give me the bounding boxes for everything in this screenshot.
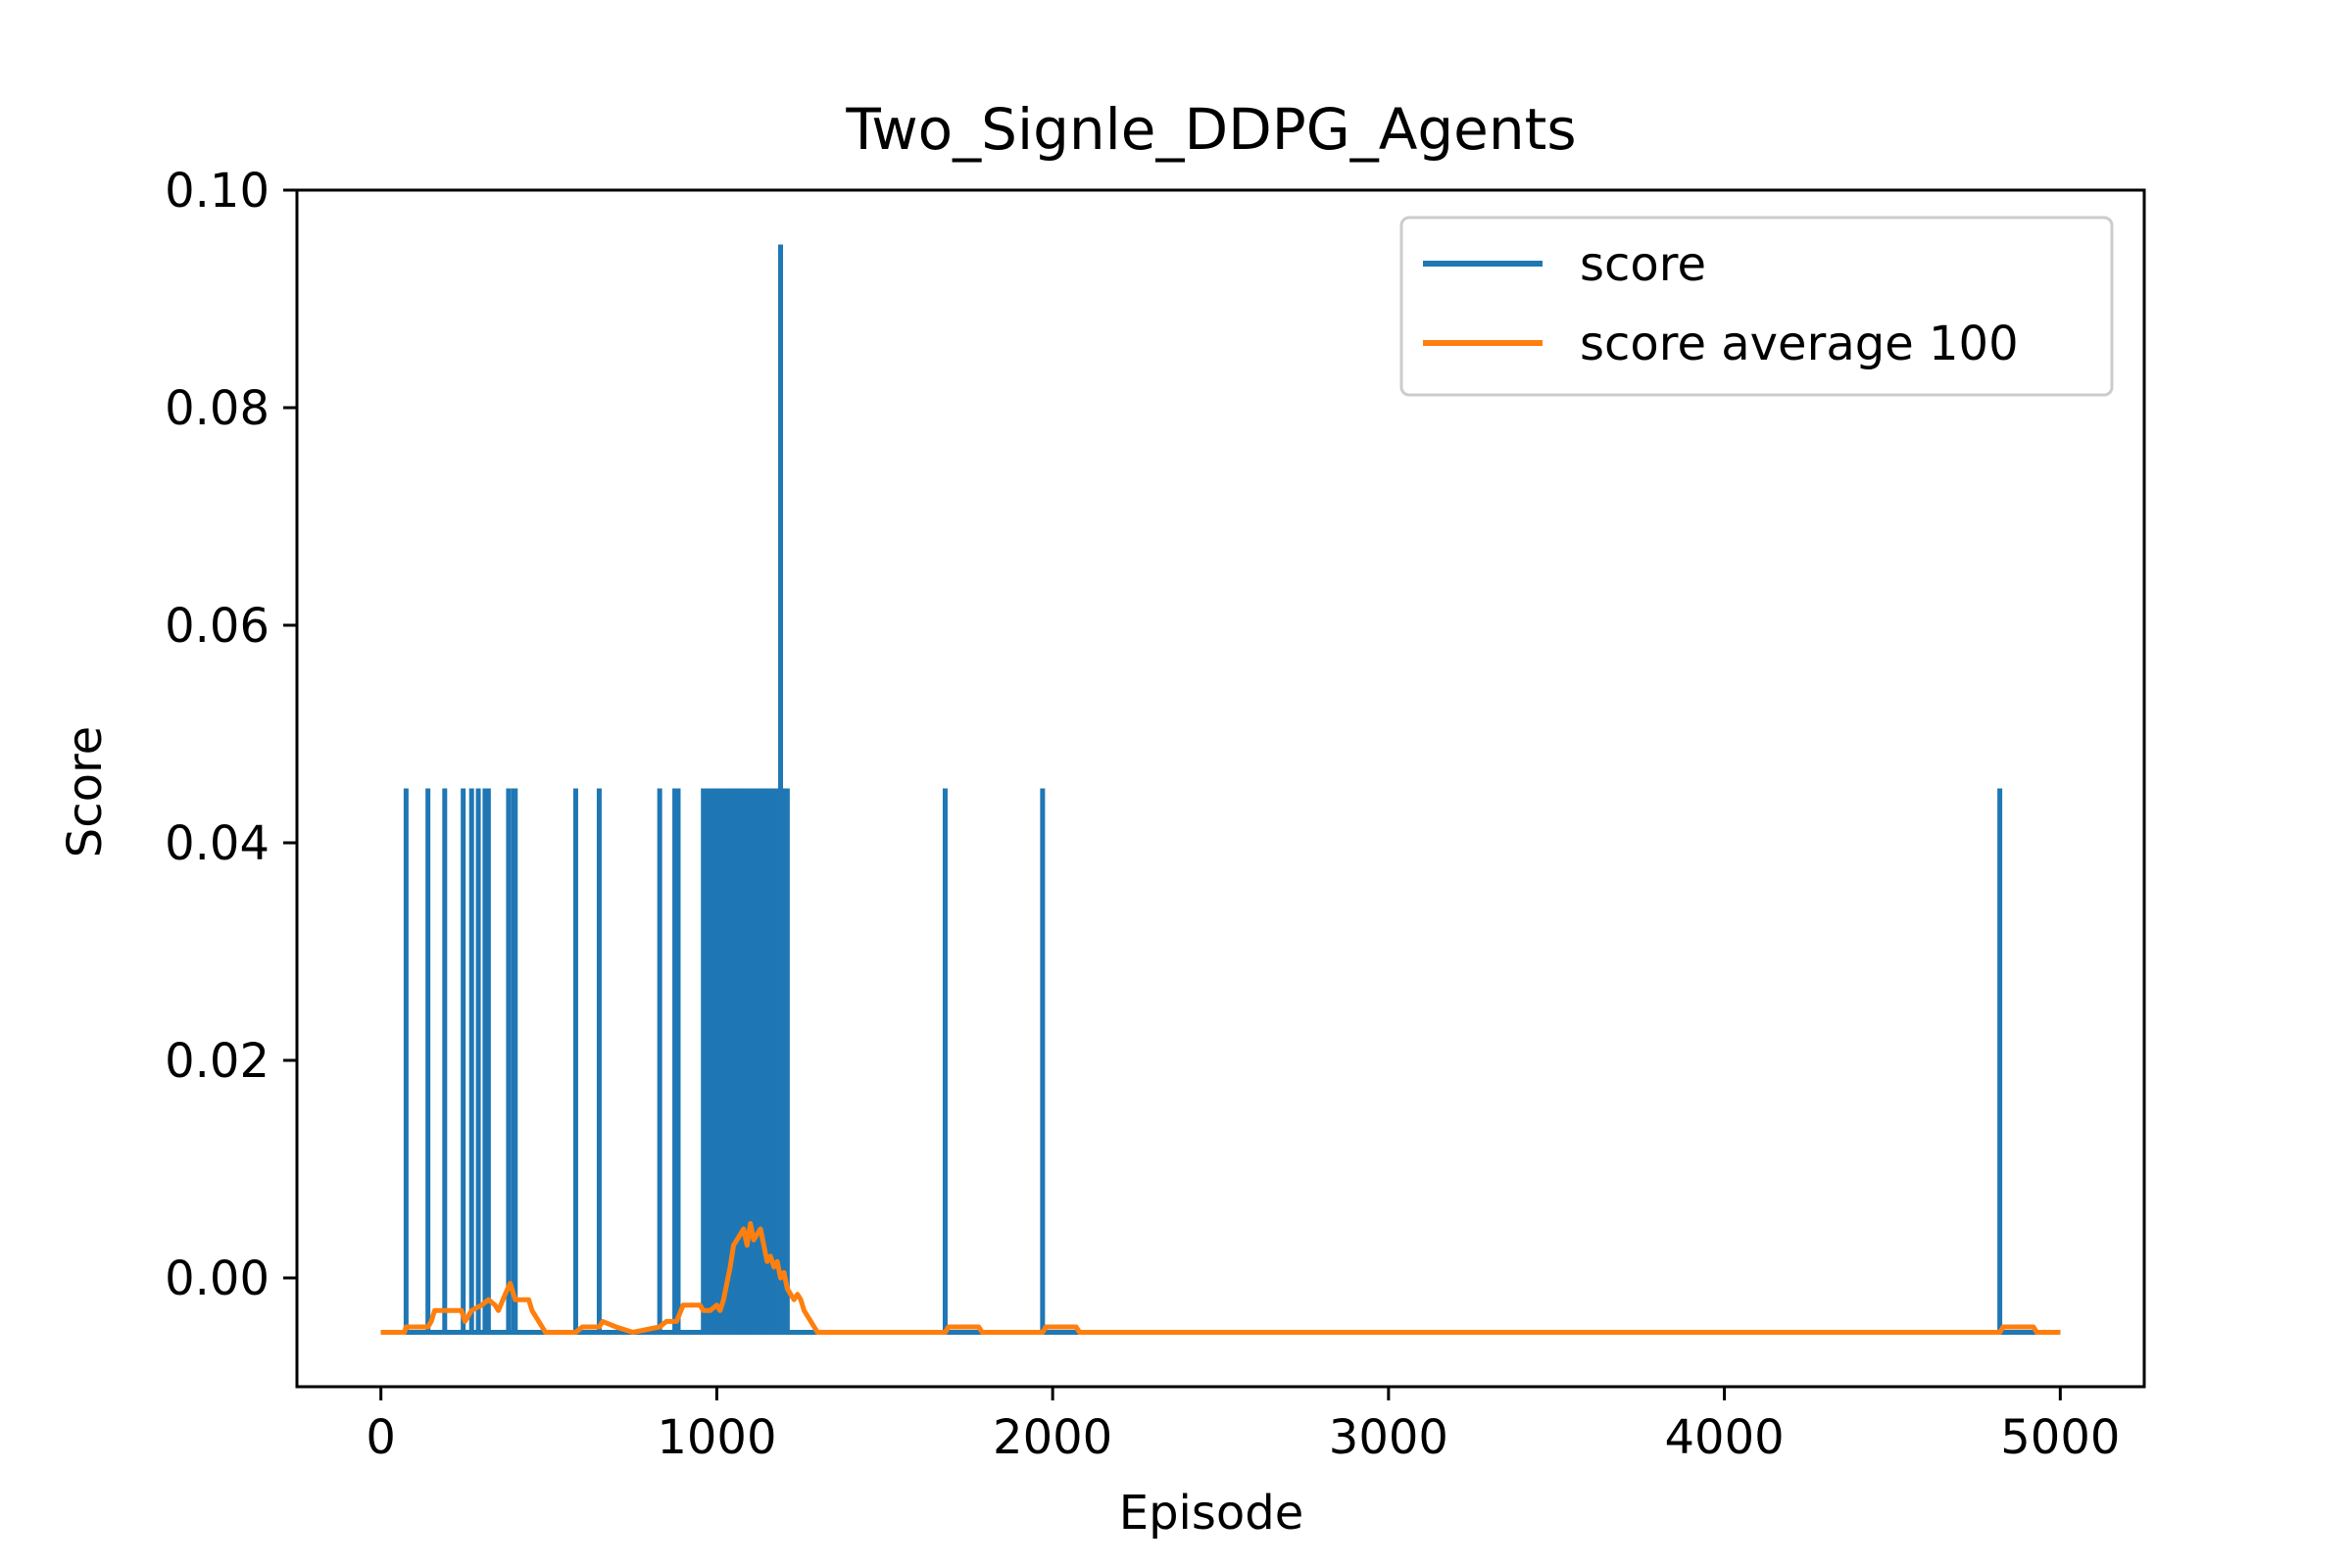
chart-title: Two_Signle_DDPG_Agents xyxy=(845,96,1576,163)
legend-box xyxy=(1399,216,2114,397)
x-tick-label: 0 xyxy=(366,1410,396,1465)
legend-label-score: score xyxy=(1580,237,1706,292)
x-tick-label: 3000 xyxy=(1329,1410,1448,1465)
x-tick-label: 2000 xyxy=(993,1410,1112,1465)
y-tick-label: 0.08 xyxy=(165,381,270,436)
x-tick-label: 5000 xyxy=(2000,1410,2120,1465)
y-tick-label: 0.06 xyxy=(165,599,270,654)
x-tick-label: 1000 xyxy=(657,1410,776,1465)
legend-label-score-average: score average 100 xyxy=(1580,317,2019,371)
y-tick-label: 0.02 xyxy=(165,1034,270,1089)
score-average-series-line xyxy=(380,1221,2061,1335)
y-tick-label: 0.10 xyxy=(165,164,270,219)
plot-area xyxy=(380,244,2061,1335)
legend: score score average 100 xyxy=(1399,216,2114,397)
axes: 0 1000 2000 3000 4000 5000 0.00 0.02 0.04 0.06 0.0… xyxy=(165,164,2146,1465)
y-axis-label: Score xyxy=(58,726,113,858)
y-tick-label: 0.00 xyxy=(165,1251,270,1306)
x-axis-label: Episode xyxy=(1119,1486,1304,1541)
y-tick-label: 0.04 xyxy=(165,816,270,871)
axes-frame xyxy=(295,188,2146,1389)
x-tick-label: 4000 xyxy=(1665,1410,1785,1465)
